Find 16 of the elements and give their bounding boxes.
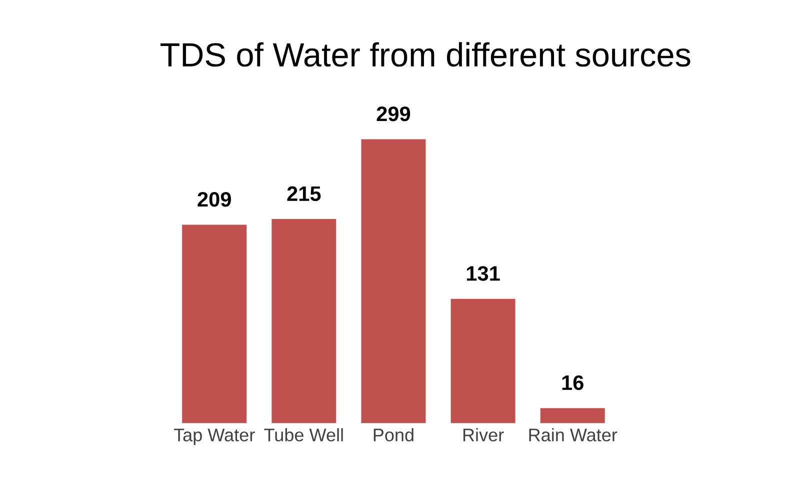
bar — [450, 298, 516, 424]
data-label: 16 — [562, 375, 584, 390]
x-tick-label: Pond — [374, 428, 414, 442]
data-label: 215 — [287, 186, 321, 202]
bar — [540, 408, 605, 424]
x-tick-label: River — [463, 428, 504, 442]
data-label: 209 — [198, 192, 231, 207]
chart-title: TDS of Water from different sources — [160, 42, 690, 67]
x-tick-label: Tap Water — [174, 428, 255, 445]
data-label: 131 — [466, 266, 500, 281]
bar — [272, 219, 336, 424]
bar — [361, 139, 426, 424]
x-tick-label: Tube Well — [264, 428, 343, 442]
bar — [182, 224, 247, 424]
data-label: 299 — [376, 106, 410, 122]
x-tick-label: Rain Water — [529, 428, 618, 442]
